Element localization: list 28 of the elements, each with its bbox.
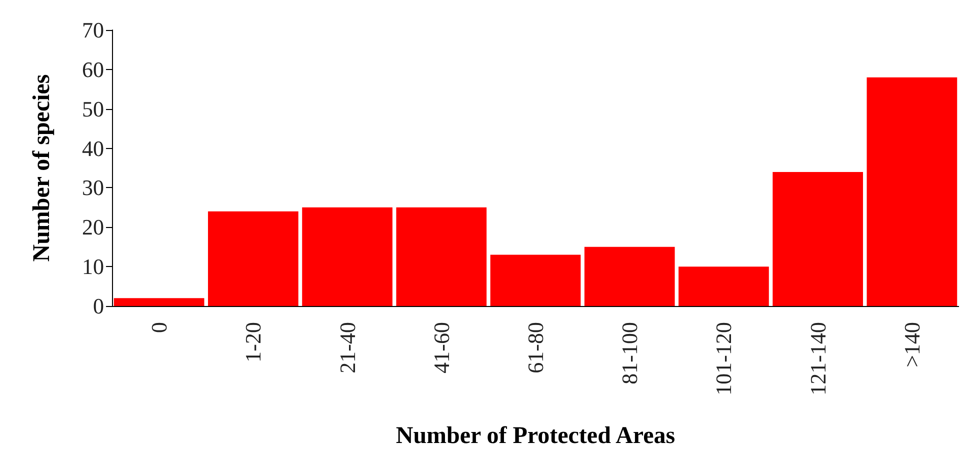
bar [584,246,675,306]
x-tick-label: 1-20 [240,322,266,362]
bar [678,266,769,306]
y-tick-label: 40 [82,136,104,161]
bar [114,298,204,306]
x-tick-label: 21-40 [334,322,360,374]
bar [208,211,298,306]
y-tick-label: 60 [82,56,104,82]
bar [490,254,581,306]
x-tick-label: 81-100 [617,322,642,384]
bar [302,207,392,306]
x-tick-label: 41-60 [428,322,454,374]
bar [772,172,864,306]
bar [866,77,958,306]
y-tick-label: 70 [82,18,104,42]
x-tick-label: 61-80 [523,322,548,374]
x-tick-label: 101-120 [711,322,736,396]
bar [396,207,487,306]
y-tick-label: 50 [82,96,104,122]
x-tick-label: 0 [146,322,172,333]
y-tick-label: 30 [82,175,104,200]
y-axis-title: Number of species [29,74,55,262]
x-tick-label: 121-140 [805,322,830,396]
x-tick-label: >140 [899,322,924,368]
y-tick-label: 20 [82,214,104,240]
y-tick-label: 10 [82,254,104,280]
y-tick-label: 0 [93,294,104,318]
x-axis-title: Number of Protected Areas [396,423,676,449]
